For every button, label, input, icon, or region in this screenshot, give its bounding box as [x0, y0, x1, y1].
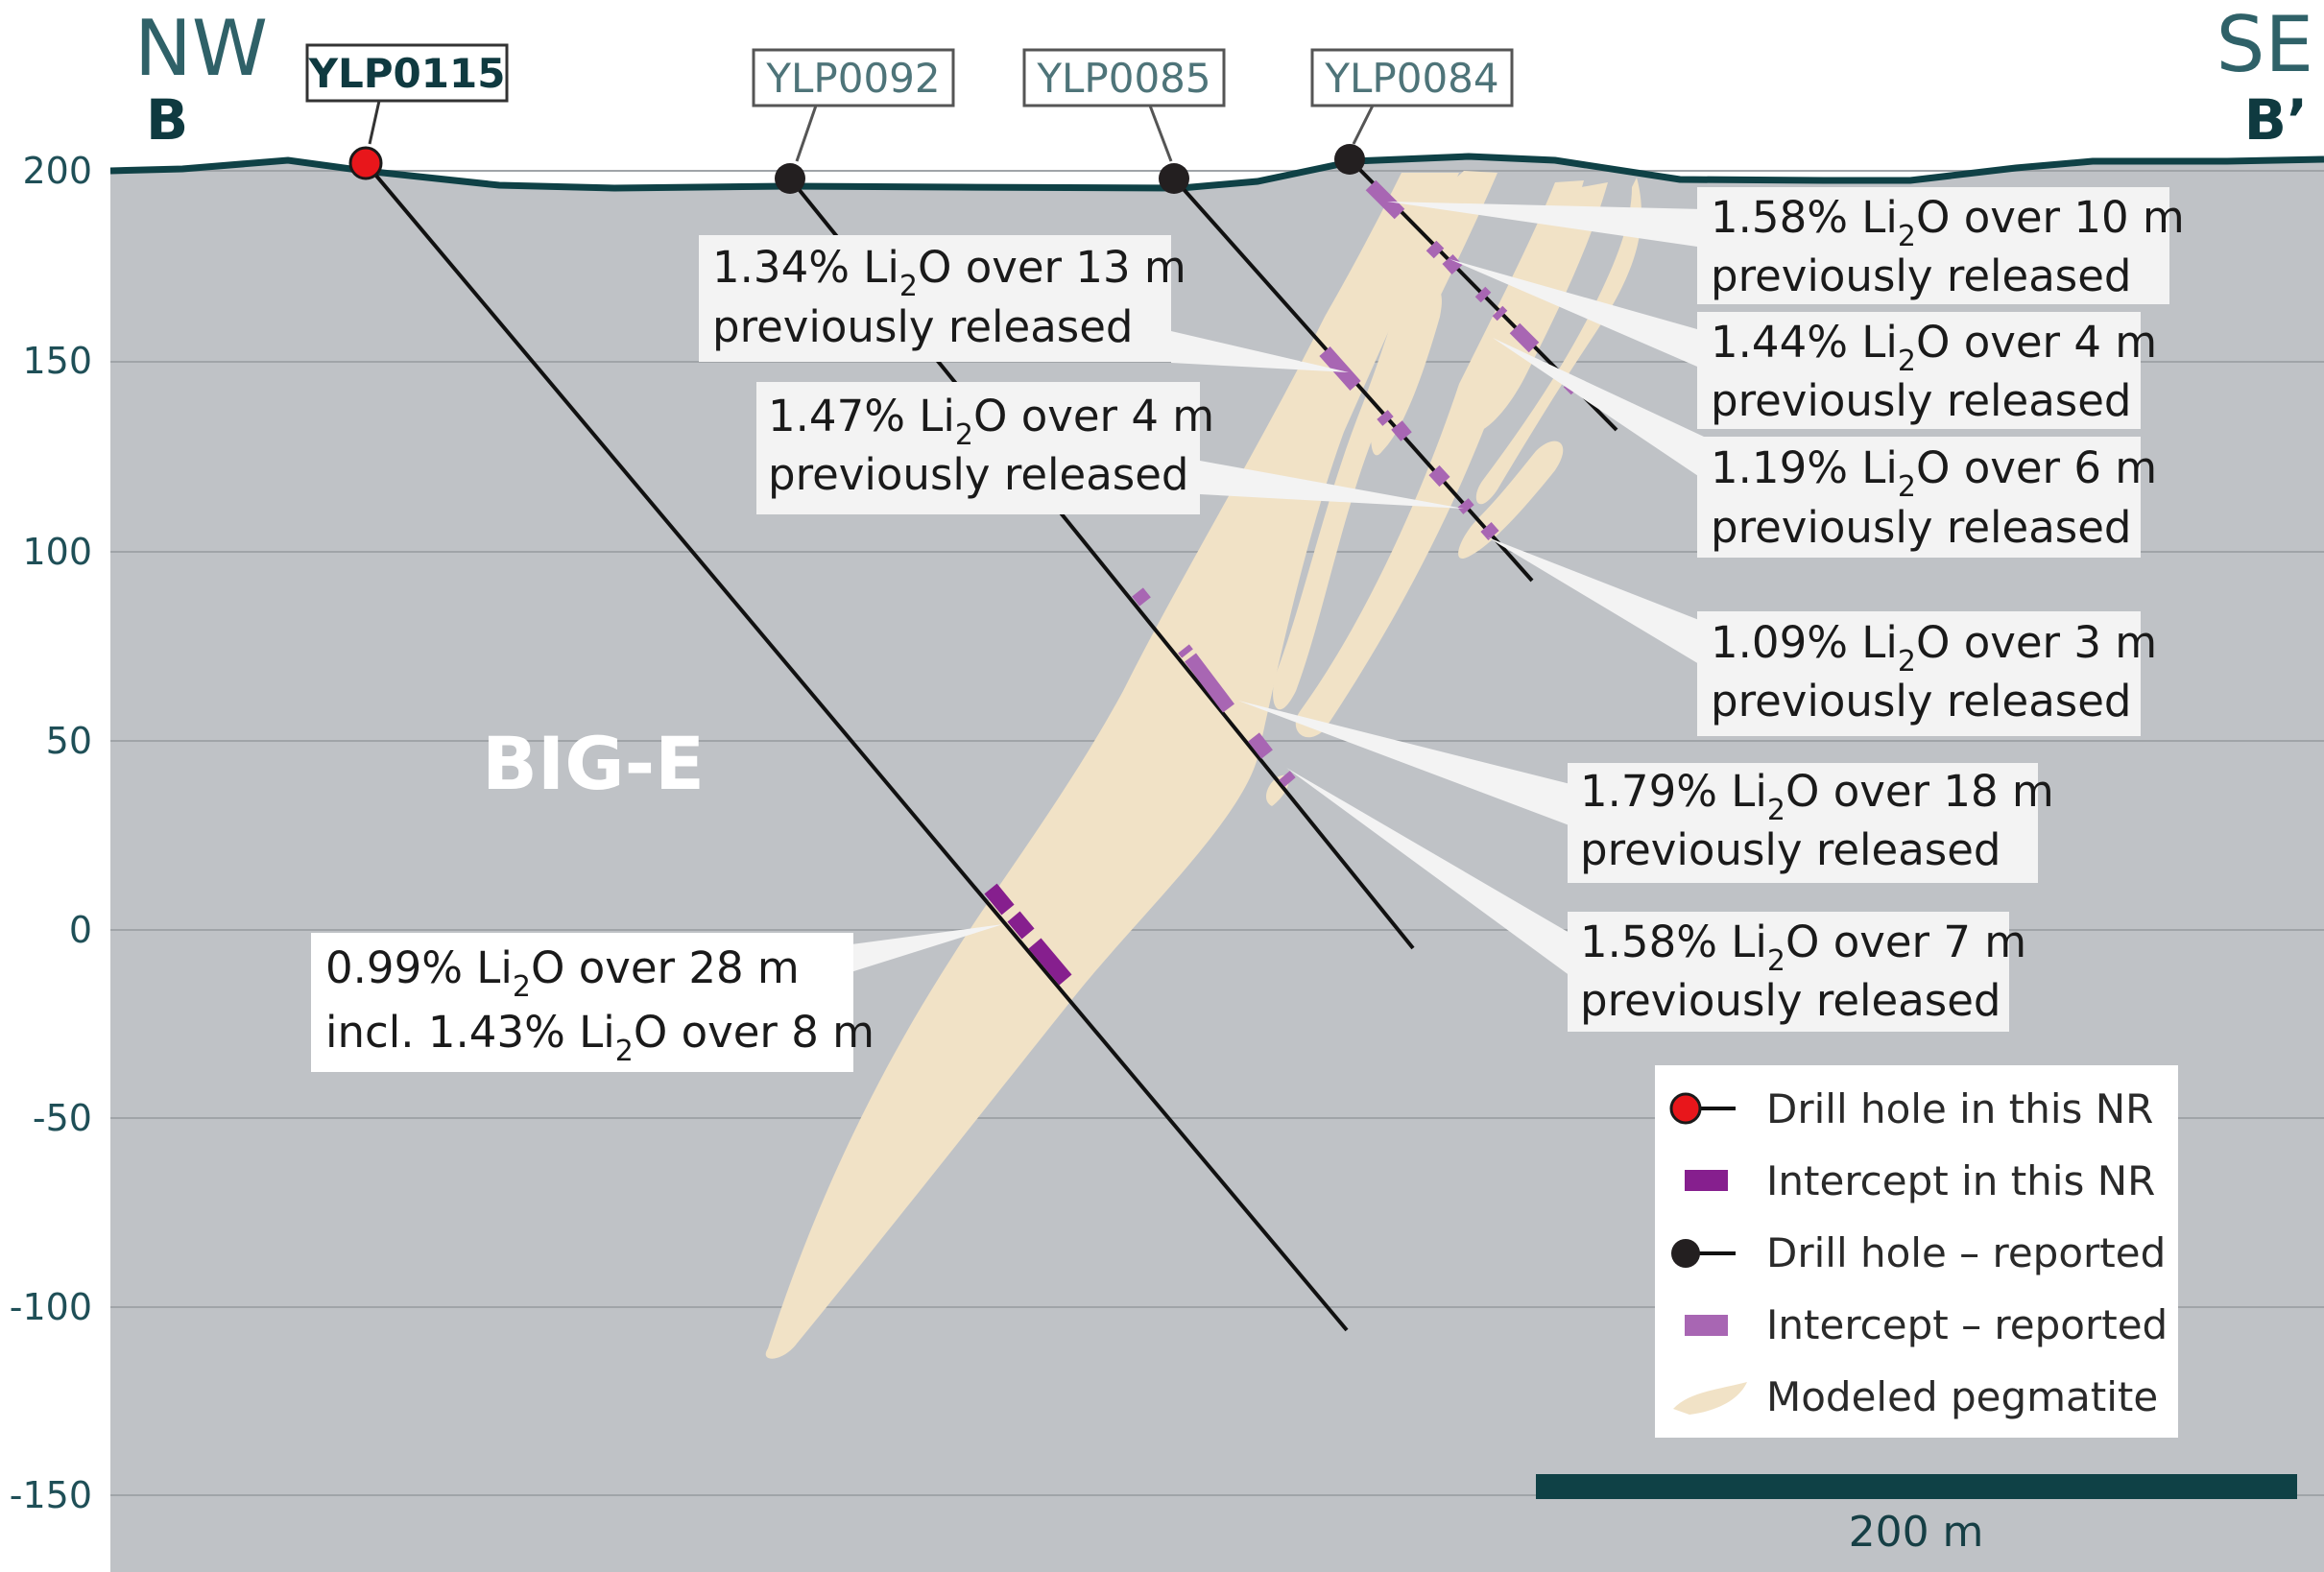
callout-pointers — [845, 202, 1704, 979]
legend-label: Intercept – reported — [1766, 1301, 2168, 1348]
svg-text:1.58% Li2O over 7 m: 1.58% Li2O over 7 m — [1580, 917, 2026, 978]
svg-text:previously released: previously released — [1711, 375, 2132, 426]
callout-box-4: 1.19% Li2O over 6 m previously released — [1697, 437, 2157, 558]
svg-text:1.34% Li2O over 13 m: 1.34% Li2O over 13 m — [712, 242, 1186, 303]
legend-item-drill-hole-reported: Drill hole – reported — [1671, 1229, 2166, 1276]
collar-ylp0084 — [1334, 144, 1365, 175]
tag-label: YLP0092 — [765, 55, 940, 102]
legend-label: Drill hole in this NR — [1766, 1085, 2153, 1132]
collar-ylp0085 — [1159, 163, 1189, 194]
intercepts-reported — [1132, 179, 1582, 787]
svg-text:previously released: previously released — [768, 449, 1189, 500]
callout-box-6: 1.09% Li2O over 3 m previously released — [1697, 611, 2157, 736]
callout-box-3: 1.44% Li2O over 4 m previously released — [1697, 312, 2157, 429]
y-tick: 0 — [69, 909, 92, 951]
drill-tag-ylp0092: YLP0092 — [752, 48, 955, 162]
intercepts-this-nr — [984, 883, 1072, 986]
callout-box-8: 1.58% Li2O over 7 m previously released — [1568, 912, 2026, 1032]
tag-label: YLP0085 — [1036, 55, 1210, 102]
legend-item-intercept-this-nr: Intercept in this NR — [1685, 1157, 2155, 1204]
legend-item-drill-hole-this-nr: Drill hole in this NR — [1669, 1085, 2153, 1132]
svg-text:1.47% Li2O over 4 m: 1.47% Li2O over 4 m — [768, 391, 1214, 452]
y-tick: -100 — [10, 1286, 92, 1328]
legend-label: Drill hole – reported — [1766, 1229, 2166, 1276]
svg-text:previously released: previously released — [1711, 502, 2132, 553]
legend-item-intercept-reported: Intercept – reported — [1685, 1301, 2168, 1348]
legend: Drill hole in this NR Intercept in this … — [1655, 1065, 2178, 1438]
drill-trace-ylp0115 — [364, 161, 1349, 1332]
svg-text:previously released: previously released — [1711, 250, 2132, 301]
tag-label: YLP0084 — [1324, 55, 1498, 102]
svg-text:previously released: previously released — [1580, 824, 2001, 875]
y-tick: 50 — [46, 720, 92, 762]
section-label-b: B — [146, 87, 188, 153]
legend-label: Modeled pegmatite — [1766, 1373, 2158, 1420]
y-tick: 200 — [22, 150, 92, 192]
svg-text:1.44% Li2O over 4 m: 1.44% Li2O over 4 m — [1711, 317, 2157, 378]
y-tick: 100 — [22, 531, 92, 573]
svg-text:1.19% Li2O over 6 m: 1.19% Li2O over 6 m — [1711, 442, 2157, 504]
callout-box-7: 1.79% Li2O over 18 m previously released — [1568, 763, 2054, 883]
svg-text:0.99% Li2O over 28 m: 0.99% Li2O over 28 m — [325, 942, 800, 1004]
legend-item-modeled-pegmatite: Modeled pegmatite — [1673, 1373, 2158, 1420]
svg-text:1.58% Li2O over 10 m: 1.58% Li2O over 10 m — [1711, 192, 2185, 253]
drill-tag-ylp0115: YLP0115 — [305, 43, 509, 145]
y-axis-labels: 200 150 100 50 0 -50 -100 -150 — [10, 150, 92, 1516]
topography-line — [109, 153, 2324, 192]
svg-text:previously released: previously released — [712, 301, 1134, 352]
drill-tag-ylp0085: YLP0085 — [1022, 48, 1226, 162]
collar-ylp0115 — [348, 146, 383, 180]
drill-tag-ylp0084: YLP0084 — [1310, 48, 1514, 145]
section-label-b-prime: B’ — [2244, 87, 2308, 153]
drill-collars — [348, 144, 1365, 194]
tag-label: YLP0115 — [308, 50, 506, 97]
svg-text:incl. 1.43% Li2O over 8 m: incl. 1.43% Li2O over 8 m — [325, 1007, 874, 1068]
scale-bar: 200 m — [1536, 1474, 2297, 1557]
svg-text:1.09% Li2O over 3 m: 1.09% Li2O over 3 m — [1711, 617, 2157, 679]
direction-nw: NW — [134, 4, 268, 93]
y-tick: 150 — [22, 340, 92, 382]
scale-bar-label: 200 m — [1849, 1508, 1984, 1557]
zone-label-bige: BIG-E — [482, 721, 705, 806]
callout-box-5: 1.47% Li2O over 4 m previously released — [756, 382, 1214, 514]
callout-main-ylp0115: 0.99% Li2O over 28 m incl. 1.43% Li2O ov… — [311, 933, 874, 1072]
callout-box-1: 1.58% Li2O over 10 m previously released — [1697, 187, 2185, 304]
y-tick: -150 — [10, 1474, 92, 1516]
svg-text:previously released: previously released — [1580, 975, 2001, 1026]
collar-ylp0092 — [775, 163, 805, 194]
svg-text:previously released: previously released — [1711, 676, 2132, 726]
legend-label: Intercept in this NR — [1766, 1157, 2155, 1204]
svg-text:1.79% Li2O over 18 m: 1.79% Li2O over 18 m — [1580, 766, 2054, 827]
direction-se: SE — [2216, 0, 2313, 89]
y-tick: -50 — [33, 1097, 92, 1139]
callout-box-2: 1.34% Li2O over 13 m previously released — [699, 235, 1186, 362]
